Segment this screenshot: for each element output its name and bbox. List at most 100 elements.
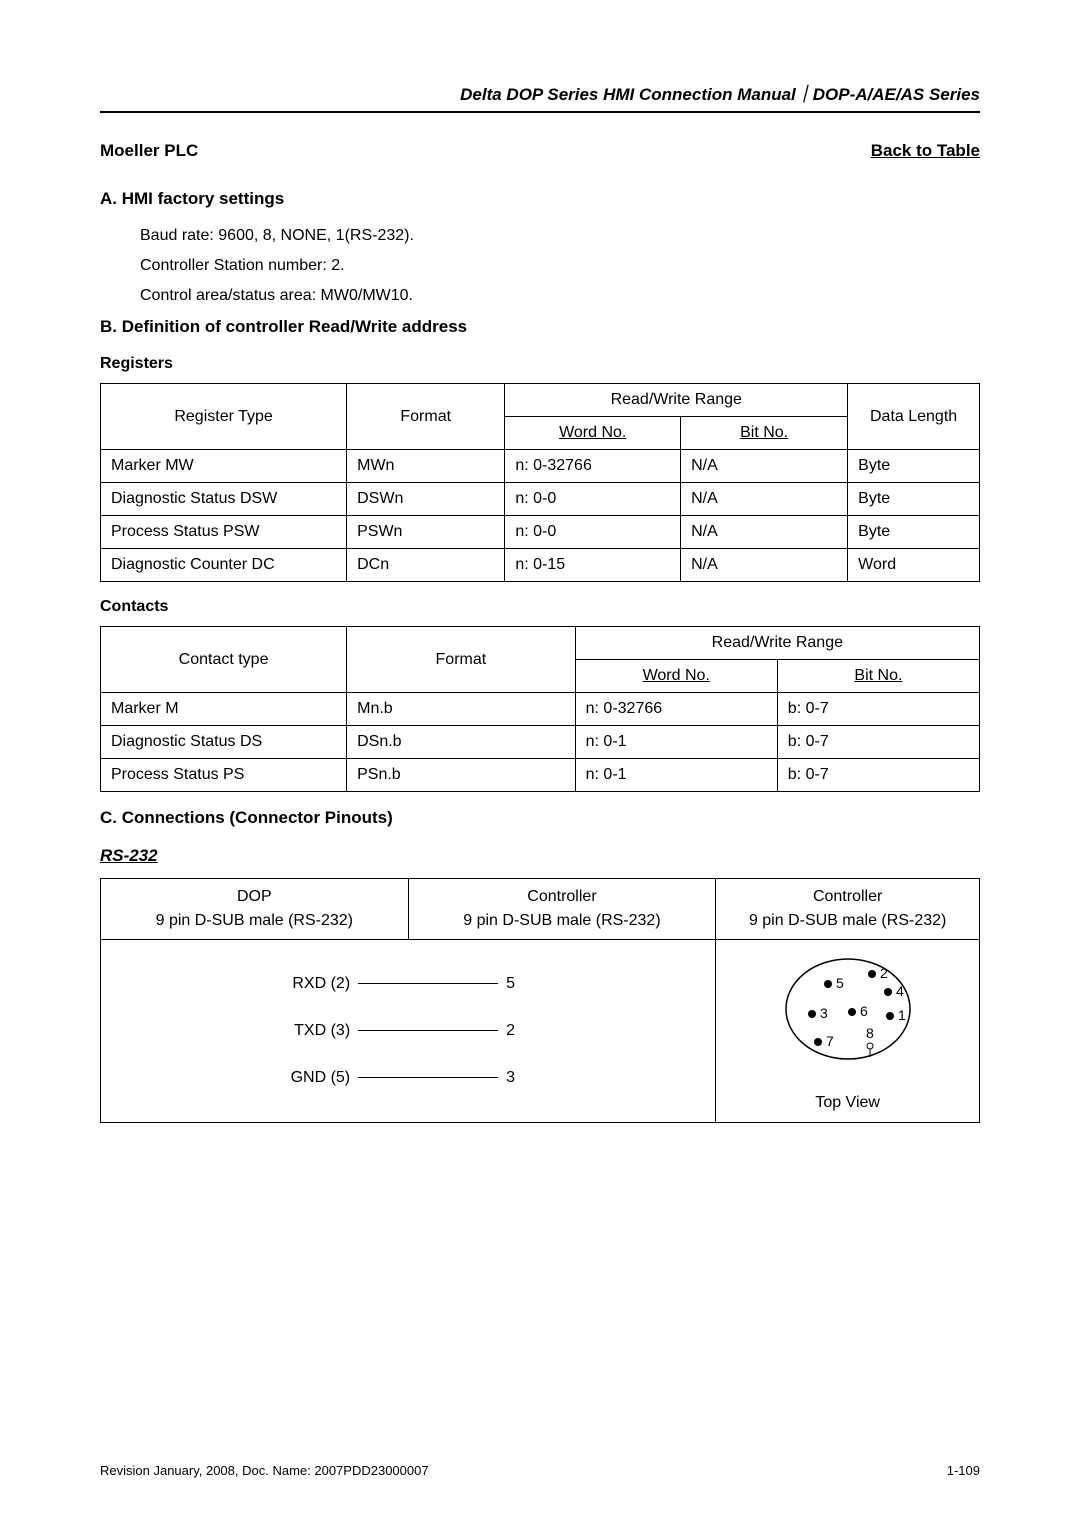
svg-text:3: 3 (820, 1005, 828, 1021)
table-row: Diagnostic Status DS DSn.b n: 0-1 b: 0-7 (101, 726, 980, 759)
col3-line2: 9 pin D-SUB male (RS-232) (749, 912, 946, 929)
back-to-table-link[interactable]: Back to Table (871, 141, 980, 161)
cell: n: 0-32766 (575, 693, 777, 726)
col-data-length: Data Length (848, 384, 980, 450)
footer-left: Revision January, 2008, Doc. Name: 2007P… (100, 1463, 429, 1478)
col-bit-no: Bit No. (777, 660, 979, 693)
col-rw-range: Read/Write Range (505, 384, 848, 417)
cell: b: 0-7 (777, 726, 979, 759)
section-a-heading: A. HMI factory settings (100, 189, 980, 209)
cell: DSWn (347, 483, 505, 516)
cell: b: 0-7 (777, 693, 979, 726)
cell: MWn (347, 450, 505, 483)
col-format: Format (347, 627, 576, 693)
connector-icon: 2 4 5 3 6 1 7 8 (768, 954, 928, 1084)
registers-table: Register Type Format Read/Write Range Da… (100, 383, 980, 582)
cell: Marker MW (101, 450, 347, 483)
cell: b: 0-7 (777, 759, 979, 792)
table-row: Marker M Mn.b n: 0-32766 b: 0-7 (101, 693, 980, 726)
body-line: Baud rate: 9600, 8, NONE, 1(RS-232). (140, 227, 980, 245)
col-word-no: Word No. (575, 660, 777, 693)
svg-text:8: 8 (866, 1025, 874, 1041)
registers-label: Registers (100, 355, 980, 373)
svg-text:7: 7 (826, 1033, 834, 1049)
connections-table: DOP 9 pin D-SUB male (RS-232) Controller… (100, 878, 980, 1123)
col-word-no: Word No. (505, 417, 681, 450)
section-b-heading: B. Definition of controller Read/Write a… (100, 317, 980, 337)
top-view-label: Top View (722, 1094, 973, 1112)
table-row: Process Status PSW PSWn n: 0-0 N/A Byte (101, 516, 980, 549)
page-header: Delta DOP Series HMI Connection Manual｜D… (100, 80, 980, 113)
cell: n: 0-15 (505, 549, 681, 582)
cell: Diagnostic Counter DC (101, 549, 347, 582)
wire-right: 5 (498, 966, 538, 1001)
cell: PSn.b (347, 759, 576, 792)
cell: N/A (681, 483, 848, 516)
conn-col3-header: Controller 9 pin D-SUB male (RS-232) (716, 879, 980, 940)
cell: n: 0-32766 (505, 450, 681, 483)
cell: Process Status PSW (101, 516, 347, 549)
rs232-label: RS-232 (100, 846, 980, 866)
wire-line (358, 1030, 498, 1031)
wire-left: TXD (3) (278, 1013, 358, 1048)
cell: N/A (681, 450, 848, 483)
svg-text:5: 5 (836, 975, 844, 991)
svg-text:4: 4 (896, 983, 904, 999)
cell: Marker M (101, 693, 347, 726)
page-footer: Revision January, 2008, Doc. Name: 2007P… (100, 1463, 980, 1478)
col2-line1: Controller (527, 888, 596, 905)
col-bit-no: Bit No. (681, 417, 848, 450)
cell: N/A (681, 516, 848, 549)
cell: Byte (848, 483, 980, 516)
cell: n: 0-1 (575, 759, 777, 792)
contacts-label: Contacts (100, 598, 980, 616)
footer-right: 1-109 (947, 1463, 980, 1478)
body-line: Controller Station number: 2. (140, 257, 980, 275)
wire-line (358, 1077, 498, 1078)
col-contact-type: Contact type (101, 627, 347, 693)
col-format: Format (347, 384, 505, 450)
doc-title: Moeller PLC (100, 141, 198, 161)
cell: n: 0-1 (575, 726, 777, 759)
col1-line1: DOP (237, 888, 272, 905)
cell: PSWn (347, 516, 505, 549)
wire-line (358, 983, 498, 984)
table-row: Diagnostic Status DSW DSWn n: 0-0 N/A By… (101, 483, 980, 516)
header-title: Delta DOP Series HMI Connection Manual｜D… (460, 80, 980, 105)
cell: Diagnostic Status DS (101, 726, 347, 759)
wire-row: TXD (3) 2 (278, 1013, 538, 1048)
cell: DSn.b (347, 726, 576, 759)
conn-col2-header: Controller 9 pin D-SUB male (RS-232) (408, 879, 716, 940)
cell: Word (848, 549, 980, 582)
cell: Process Status PS (101, 759, 347, 792)
wire-left: GND (5) (278, 1060, 358, 1095)
col3-line1: Controller (813, 888, 882, 905)
section-c-heading: C. Connections (Connector Pinouts) (100, 808, 980, 828)
table-row: Process Status PS PSn.b n: 0-1 b: 0-7 (101, 759, 980, 792)
cell: Byte (848, 516, 980, 549)
table-row: Diagnostic Counter DC DCn n: 0-15 N/A Wo… (101, 549, 980, 582)
svg-text:2: 2 (880, 965, 888, 981)
cell: n: 0-0 (505, 516, 681, 549)
cell: n: 0-0 (505, 483, 681, 516)
table-row: Marker MW MWn n: 0-32766 N/A Byte (101, 450, 980, 483)
connector-diagram-cell: 2 4 5 3 6 1 7 8 Top View (716, 940, 980, 1123)
wire-left: RXD (2) (278, 966, 358, 1001)
wire-right: 3 (498, 1060, 538, 1095)
col-register-type: Register Type (101, 384, 347, 450)
contacts-table: Contact type Format Read/Write Range Wor… (100, 626, 980, 792)
cell: Byte (848, 450, 980, 483)
cell: Mn.b (347, 693, 576, 726)
wire-row: GND (5) 3 (278, 1060, 538, 1095)
col1-line2: 9 pin D-SUB male (RS-232) (156, 912, 353, 929)
col2-line2: 9 pin D-SUB male (RS-232) (463, 912, 660, 929)
title-row: Moeller PLC Back to Table (100, 141, 980, 161)
svg-text:1: 1 (898, 1007, 906, 1023)
wiring-cell: RXD (2) 5 TXD (3) 2 GND (5) 3 (101, 940, 716, 1123)
body-line: Control area/status area: MW0/MW10. (140, 287, 980, 305)
svg-text:6: 6 (860, 1003, 868, 1019)
conn-col1-header: DOP 9 pin D-SUB male (RS-232) (101, 879, 409, 940)
wire-right: 2 (498, 1013, 538, 1048)
cell: DCn (347, 549, 505, 582)
cell: N/A (681, 549, 848, 582)
